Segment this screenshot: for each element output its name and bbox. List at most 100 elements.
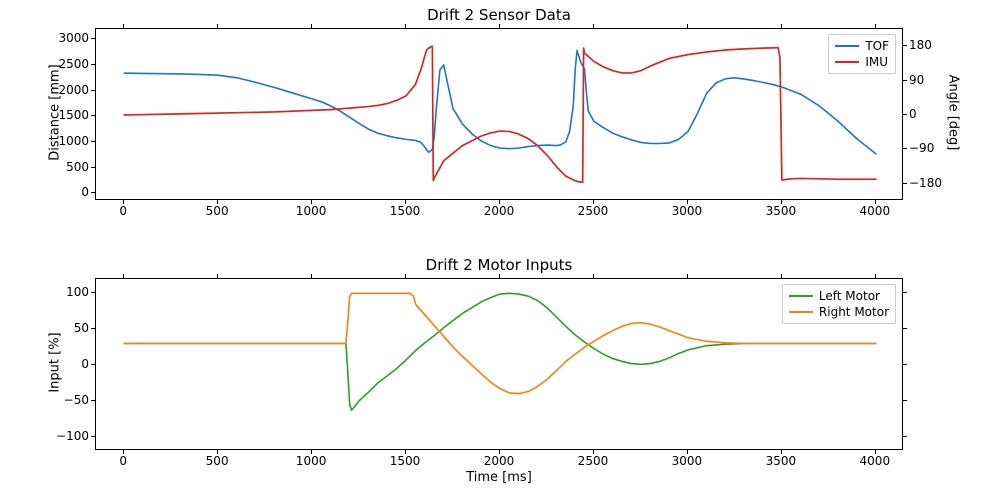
legend-swatch [789, 295, 813, 297]
xtick-label: 1500 [390, 204, 421, 218]
xtick-label: 500 [206, 204, 229, 218]
xtick-label: 3000 [672, 204, 703, 218]
ytick-mark [91, 364, 95, 365]
xtick-mark [311, 274, 312, 278]
ytick-mark [91, 167, 95, 168]
ytick-label: 2000 [51, 83, 89, 97]
y2tick-label: 0 [909, 107, 949, 121]
xtick-label: 3000 [672, 454, 703, 468]
xtick-mark [123, 274, 124, 278]
y2tick-label: −180 [909, 176, 949, 190]
ytick-label: −100 [51, 429, 89, 443]
xtick-label: 0 [119, 204, 127, 218]
ytick-mark [903, 400, 907, 401]
xtick-mark [781, 274, 782, 278]
xtick-label: 4000 [860, 204, 891, 218]
xtick-mark [405, 274, 406, 278]
legend-item-tof: TOF [835, 38, 889, 54]
ytick-label: −50 [51, 393, 89, 407]
xtick-mark [123, 24, 124, 28]
xtick-mark [687, 24, 688, 28]
ytick-mark [91, 141, 95, 142]
xtick-mark [593, 24, 594, 28]
ytick-mark [91, 400, 95, 401]
legend-swatch [835, 61, 859, 63]
xtick-label: 0 [119, 454, 127, 468]
ytick-mark [91, 64, 95, 65]
xtick-label: 500 [206, 454, 229, 468]
xtick-label: 1000 [296, 204, 327, 218]
xtick-mark [875, 274, 876, 278]
line-imu [124, 46, 876, 182]
legend-swatch [789, 311, 813, 313]
legend-label: TOF [865, 38, 889, 54]
ytick-mark [903, 292, 907, 293]
ytick-label: 3000 [51, 31, 89, 45]
ytick-mark [91, 90, 95, 91]
xtick-label: 3500 [766, 204, 797, 218]
ytick-mark [91, 328, 95, 329]
y2tick-mark [903, 148, 907, 149]
xtick-mark [311, 24, 312, 28]
title-sensor: Drift 2 Sensor Data [95, 6, 903, 24]
ytick-mark [91, 292, 95, 293]
y2tick-mark [903, 45, 907, 46]
title-motor: Drift 2 Motor Inputs [95, 256, 903, 274]
legend-motor: Left MotorRight Motor [782, 284, 896, 324]
ytick-label: 0 [51, 185, 89, 199]
ytick-mark [903, 436, 907, 437]
ytick-mark [903, 328, 907, 329]
xtick-label: 2000 [484, 204, 515, 218]
axes-motor-inputs: Left MotorRight Motor [95, 278, 903, 450]
xlabel-time: Time [ms] [95, 470, 903, 485]
y2tick-label: 180 [909, 38, 949, 52]
xtick-mark [499, 274, 500, 278]
xtick-mark [499, 24, 500, 28]
legend-label: Left Motor [819, 288, 880, 304]
xtick-mark [217, 24, 218, 28]
xtick-mark [781, 24, 782, 28]
xtick-label: 2500 [578, 204, 609, 218]
xtick-mark [687, 274, 688, 278]
xtick-label: 1000 [296, 454, 327, 468]
xtick-mark [593, 274, 594, 278]
legend-label: Right Motor [819, 304, 889, 320]
figure: TOFIMU Drift 2 Sensor Data Distance [mm]… [0, 0, 1000, 500]
legend-swatch [835, 45, 859, 47]
legend-item-left: Left Motor [789, 288, 889, 304]
xtick-mark [217, 274, 218, 278]
ytick-mark [903, 364, 907, 365]
ytick-label: 50 [51, 321, 89, 335]
legend-item-imu: IMU [835, 54, 889, 70]
ytick-mark [91, 115, 95, 116]
y2tick-label: 90 [909, 73, 949, 87]
xtick-mark [405, 24, 406, 28]
legend-item-right: Right Motor [789, 304, 889, 320]
line-tof [124, 51, 876, 154]
ytick-label: 2500 [51, 57, 89, 71]
legend-label: IMU [865, 54, 888, 70]
axes-sensor-data: TOFIMU [95, 28, 903, 200]
plot-sensor [96, 29, 904, 201]
ytick-label: 1500 [51, 108, 89, 122]
xtick-label: 4000 [860, 454, 891, 468]
line-left-motor [124, 293, 876, 410]
xtick-label: 2500 [578, 454, 609, 468]
ytick-label: 100 [51, 285, 89, 299]
xtick-label: 1500 [390, 454, 421, 468]
ytick-label: 1000 [51, 134, 89, 148]
ytick-mark [91, 192, 95, 193]
line-right-motor [124, 293, 876, 393]
y2tick-mark [903, 183, 907, 184]
xtick-mark [875, 24, 876, 28]
ytick-label: 0 [51, 357, 89, 371]
ytick-label: 500 [51, 160, 89, 174]
legend-sensor: TOFIMU [828, 34, 896, 74]
y2tick-label: −90 [909, 141, 949, 155]
xtick-label: 2000 [484, 454, 515, 468]
ytick-mark [91, 38, 95, 39]
xtick-label: 3500 [766, 454, 797, 468]
ytick-mark [91, 436, 95, 437]
y2tick-mark [903, 80, 907, 81]
y2tick-mark [903, 114, 907, 115]
